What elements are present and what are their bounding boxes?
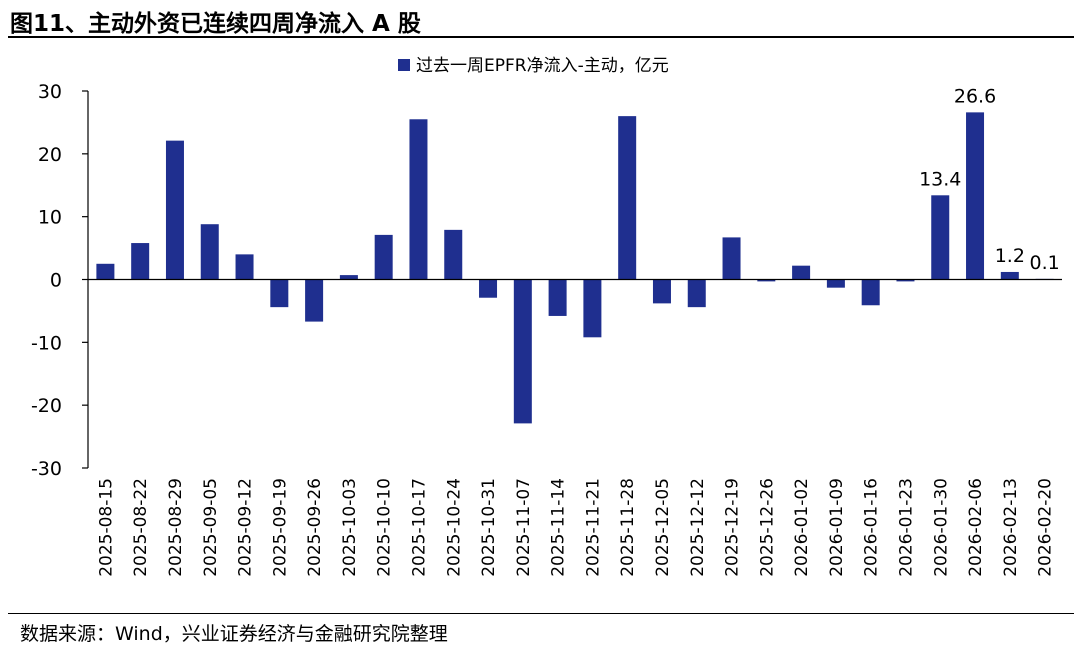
bar: [131, 243, 150, 280]
x-tick-label: 2026-01-02: [792, 478, 812, 577]
x-tick-label: 2026-01-30: [931, 478, 951, 577]
data-label: 0.1: [1029, 252, 1059, 274]
x-tick-label: 2025-10-03: [340, 478, 360, 577]
x-tick-label: 2025-09-05: [201, 478, 221, 577]
bar: [513, 279, 532, 424]
y-tick-label: -30: [31, 458, 62, 480]
bar: [652, 279, 671, 304]
bar: [479, 279, 498, 298]
y-tick-label: -10: [31, 332, 62, 354]
x-tick-label: 2025-11-28: [618, 478, 638, 577]
bar: [165, 140, 184, 280]
source-note: 数据来源：Wind，兴业证券经济与金融研究院整理: [20, 623, 448, 645]
legend: 过去一周EPFR净流入-主动，亿元: [398, 56, 669, 76]
source-divider: [8, 613, 1074, 614]
bar: [583, 279, 602, 338]
x-tick-label: 2025-11-07: [514, 478, 534, 577]
x-tick-label: 2025-08-29: [166, 478, 186, 577]
x-tick-label: 2025-12-26: [757, 478, 777, 577]
y-tick-label: -20: [31, 395, 62, 417]
bar: [305, 279, 324, 322]
bar: [757, 279, 776, 282]
x-tick-label: 2025-08-22: [131, 478, 151, 577]
bar: [931, 195, 950, 280]
legend-label: 过去一周EPFR净流入-主动，亿元: [416, 56, 669, 76]
bar: [548, 279, 567, 316]
bar: [409, 119, 428, 280]
data-label: 13.4: [919, 168, 961, 190]
x-tick-label: 2025-08-15: [96, 478, 116, 577]
data-label: 26.6: [954, 85, 996, 107]
x-tick-label: 2026-01-23: [896, 478, 916, 577]
x-tick-label: 2025-10-31: [479, 478, 499, 577]
bar: [966, 112, 985, 280]
bar: [96, 263, 115, 280]
x-tick-label: 2025-11-21: [583, 478, 603, 577]
bar: [722, 237, 741, 280]
figure-title: 图11、主动外资已连续四周净流入 A 股: [10, 11, 421, 37]
x-tick-label: 2025-10-17: [409, 478, 429, 577]
x-tick-label: 2025-09-12: [236, 478, 256, 577]
x-tick-label: 2025-10-24: [444, 478, 464, 577]
x-tick-label: 2026-01-16: [862, 478, 882, 577]
bar: [826, 279, 845, 288]
bar: [687, 279, 706, 308]
bars: [96, 112, 1054, 424]
bar: [861, 279, 880, 306]
title-divider: [8, 36, 1074, 38]
bar: [200, 224, 219, 280]
x-tick-label: 2025-10-10: [375, 478, 395, 577]
bar: [618, 116, 637, 280]
y-tick-label: 0: [50, 270, 62, 292]
x-tick-label: 2025-12-12: [688, 478, 708, 577]
bar: [1000, 271, 1019, 280]
y-tick-label: 20: [38, 144, 62, 166]
bar: [235, 254, 254, 280]
y-tick-label: 30: [38, 81, 62, 103]
bar: [270, 279, 289, 308]
x-tick-label: 2026-02-20: [1036, 478, 1056, 577]
x-tick-label: 2025-11-14: [549, 478, 569, 577]
y-axis: 30 20 10 0 -10 -20 -30: [31, 81, 89, 480]
x-tick-label: 2025-12-19: [723, 478, 743, 577]
x-tick-label: 2026-01-09: [827, 478, 847, 577]
x-tick-label: 2025-09-26: [305, 478, 325, 577]
bar: [792, 265, 811, 280]
bar: [444, 229, 463, 280]
legend-swatch: [398, 59, 410, 71]
bar: [896, 279, 915, 282]
y-tick-label: 10: [38, 207, 62, 229]
x-axis: 2025-08-15 2025-08-22 2025-08-29 2025-09-05…: [88, 278, 1062, 577]
x-tick-label: 2026-02-06: [966, 478, 986, 577]
x-tick-label: 2025-12-05: [653, 478, 673, 577]
data-labels: 13.4 26.6 1.2 0.1: [919, 85, 1060, 274]
x-tick-label: 2025-09-19: [270, 478, 290, 577]
data-label: 1.2: [995, 245, 1025, 267]
bar: [339, 275, 358, 280]
bar: [374, 234, 393, 280]
x-tick-label: 2026-02-13: [1001, 478, 1021, 577]
